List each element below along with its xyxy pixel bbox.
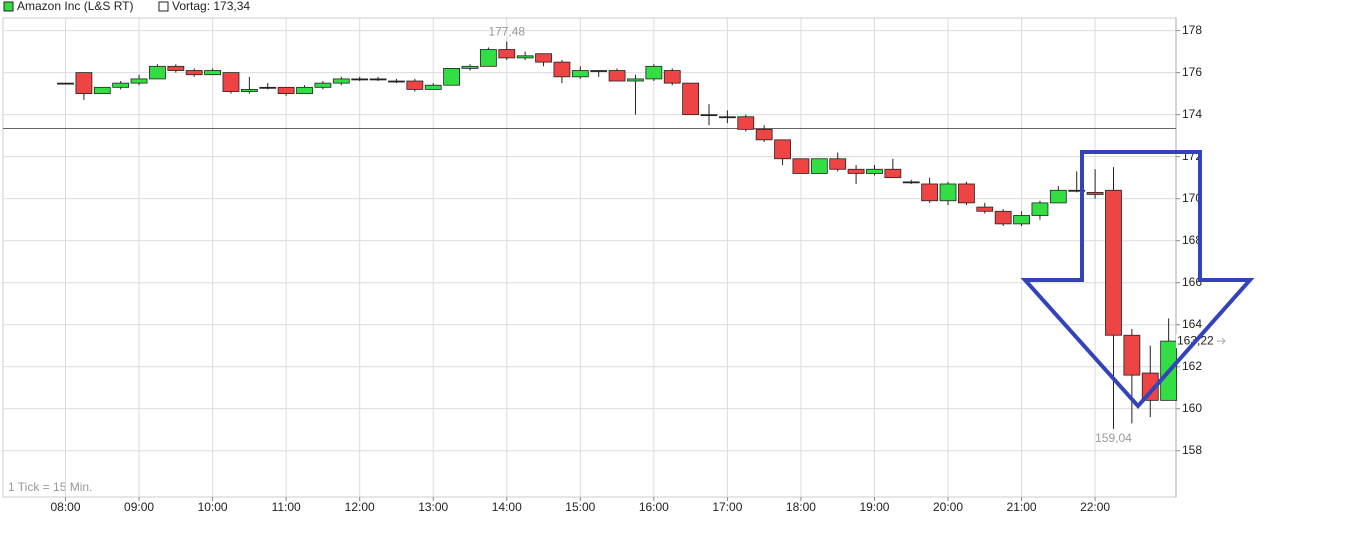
candle-body xyxy=(424,84,442,90)
candle-body xyxy=(976,206,994,212)
candle-body xyxy=(388,80,405,83)
x-tick-label: 08:00 xyxy=(50,500,80,514)
last-price-box xyxy=(1176,334,1226,349)
x-tick-label: 09:00 xyxy=(124,500,154,514)
candle-body xyxy=(810,158,828,174)
last-price-arrow xyxy=(1217,337,1226,345)
candle-body xyxy=(608,70,626,82)
y-tick-label: 168 xyxy=(1182,233,1202,247)
x-tick-label: 16:00 xyxy=(639,500,669,514)
y-tick-label: 178 xyxy=(1182,23,1202,37)
candle-body xyxy=(443,68,461,86)
candle-body xyxy=(1105,189,1122,336)
candle-body xyxy=(590,70,608,72)
candle-body xyxy=(277,86,295,95)
candle-body xyxy=(1013,215,1030,225)
candle-body xyxy=(93,86,111,95)
candle-body xyxy=(682,82,700,116)
candle-body xyxy=(994,210,1012,225)
y-tick-label: 160 xyxy=(1182,401,1202,415)
high-label: 177,48 xyxy=(488,25,525,39)
candle-body xyxy=(645,65,663,80)
candle-body xyxy=(1123,334,1141,376)
x-tick-label: 10:00 xyxy=(198,500,228,514)
candle-body xyxy=(259,86,277,89)
candle-body xyxy=(296,86,313,95)
candle-body xyxy=(1068,189,1086,192)
candle-body xyxy=(700,114,718,117)
candle-body xyxy=(958,183,975,204)
candle-body xyxy=(737,116,755,130)
x-tick-label: 17:00 xyxy=(712,500,742,514)
candle-body xyxy=(902,181,920,184)
candle-body xyxy=(222,72,240,92)
low-label: 159,04 xyxy=(1095,431,1132,445)
candle-body xyxy=(332,78,350,84)
candle-body xyxy=(1086,191,1104,195)
candle-body xyxy=(498,49,516,59)
x-tick-label: 18:00 xyxy=(786,500,816,514)
legend-swatch xyxy=(158,1,169,12)
candle-body xyxy=(718,116,736,119)
candle-body xyxy=(314,82,332,88)
candle-body xyxy=(1031,202,1049,216)
x-tick-label: 11:00 xyxy=(272,500,301,514)
candle-body xyxy=(627,78,644,82)
y-tick-label: 170 xyxy=(1182,191,1202,205)
x-tick-label: 13:00 xyxy=(418,500,448,514)
candle-body xyxy=(553,61,571,78)
candle-body xyxy=(571,70,589,78)
legend-swatch xyxy=(3,1,14,12)
y-tick-label: 176 xyxy=(1182,65,1202,79)
candle-body xyxy=(75,72,93,95)
candle-body xyxy=(112,82,130,88)
y-tick-label: 164 xyxy=(1182,317,1202,331)
y-tick-label: 174 xyxy=(1182,107,1202,121)
candle-body xyxy=(130,78,148,84)
candle-body xyxy=(479,49,497,67)
candle-body xyxy=(406,80,424,90)
candle-body xyxy=(167,65,185,71)
candle-body xyxy=(1141,372,1159,401)
plot-area xyxy=(2,17,1177,498)
candle-body xyxy=(1049,189,1067,204)
candle-body xyxy=(185,70,203,76)
legend-label: Amazon Inc (L&S RT) xyxy=(17,0,133,13)
candle-body xyxy=(829,158,847,170)
candle-body xyxy=(535,53,552,63)
candle-body xyxy=(755,128,773,141)
candle-body xyxy=(792,158,810,174)
x-tick-label: 19:00 xyxy=(859,500,889,514)
candle-body xyxy=(369,78,387,81)
x-tick-label: 15:00 xyxy=(565,500,595,514)
candle-body xyxy=(921,183,939,202)
candle-body xyxy=(866,168,883,174)
x-tick-label: 20:00 xyxy=(933,500,963,514)
candle-body xyxy=(939,183,957,202)
legend-label: Vortag: 173,34 xyxy=(172,0,250,13)
candle-body xyxy=(351,78,369,81)
candle-body xyxy=(774,139,791,160)
candle-body xyxy=(847,168,865,174)
annotation-arrow xyxy=(1020,150,1255,410)
candle-body xyxy=(516,55,534,59)
y-tick-label: 158 xyxy=(1182,443,1202,457)
candle-body xyxy=(240,89,258,92)
candle-body xyxy=(663,70,681,84)
x-tick-label: 21:00 xyxy=(1007,500,1037,514)
candle-body xyxy=(461,65,479,69)
x-tick-label: 22:00 xyxy=(1080,500,1110,514)
candle-body xyxy=(57,82,74,85)
y-tick-label: 162 xyxy=(1182,359,1202,373)
x-tick-label: 12:00 xyxy=(345,500,375,514)
candle-body xyxy=(204,70,221,76)
candle-body xyxy=(884,168,902,179)
x-tick-label: 14:00 xyxy=(492,500,522,514)
footnote: 1 Tick = 15 Min. xyxy=(8,480,92,494)
y-tick-label: 166 xyxy=(1182,275,1202,289)
candle-body xyxy=(149,65,166,80)
